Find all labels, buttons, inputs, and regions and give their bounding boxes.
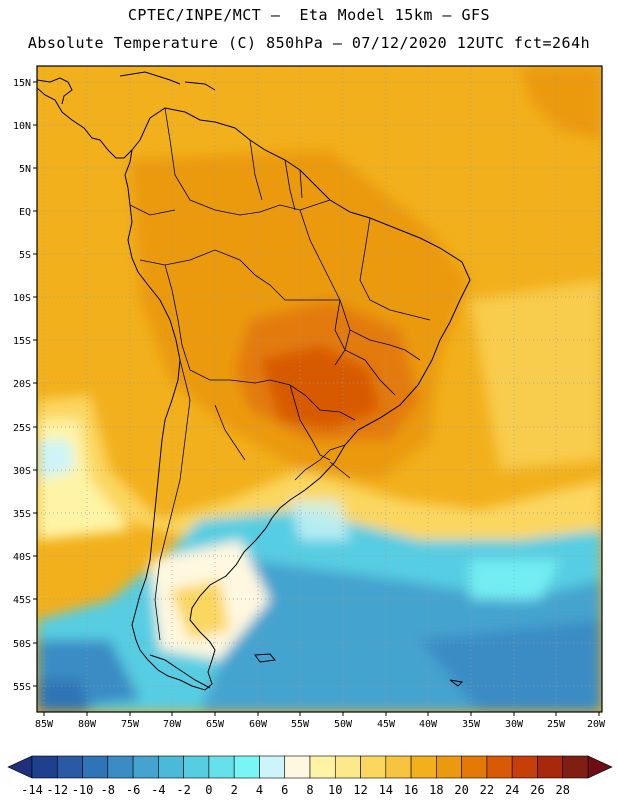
lon-label: 65W xyxy=(206,719,225,730)
colorbar-cell xyxy=(208,755,235,779)
longitude-labels: 85W 80W 75W 70W 65W 60W 55W 50W 45W 40W … xyxy=(35,719,606,730)
lon-label: 85W xyxy=(35,719,54,730)
colorbar: -14 -12 -10 -8 -6 -4 -2 0 2 4 6 8 10 12 14 16 18 20 22 24 26… xyxy=(7,755,613,797)
lon-label: 50W xyxy=(334,719,353,730)
colorbar-cell xyxy=(183,755,210,779)
colorbar-label: -8 xyxy=(101,783,115,797)
colorbar-label: -4 xyxy=(151,783,165,797)
colorbar-cell xyxy=(410,755,437,779)
colorbar-label: 18 xyxy=(429,783,443,797)
map-title-line2: Absolute Temperature (C) 850hPa — 07/12/… xyxy=(27,34,591,52)
country-borders xyxy=(129,107,431,641)
colorbar-cell xyxy=(537,755,564,779)
colorbar-cell xyxy=(158,755,184,779)
colorbar-label: 0 xyxy=(205,783,212,797)
lat-label: 25S xyxy=(13,423,31,434)
lat-label: 35S xyxy=(13,509,31,520)
colorbar-cell xyxy=(562,755,589,779)
lat-label: 15S xyxy=(13,336,31,347)
colorbar-cell xyxy=(107,755,134,779)
lat-label: 10S xyxy=(13,293,31,304)
colorbar-cell xyxy=(259,755,286,779)
map-frame xyxy=(36,65,603,713)
colorbar-label: 8 xyxy=(306,783,313,797)
lat-label: 55S xyxy=(13,682,31,693)
colorbar-label: 2 xyxy=(231,783,238,797)
colorbar-label: 12 xyxy=(353,783,367,797)
colorbar-label: 14 xyxy=(379,783,393,797)
colorbar-under-arrow xyxy=(7,755,33,779)
colorbar-cell xyxy=(82,755,109,779)
colorbar-over-arrow xyxy=(587,755,613,779)
lon-label: 80W xyxy=(78,719,97,730)
lat-label: 45S xyxy=(13,595,31,606)
colorbar-label: 28 xyxy=(556,783,570,797)
lon-label: 35W xyxy=(462,719,481,730)
lon-label: 20W xyxy=(587,719,606,730)
colorbar-label: -10 xyxy=(72,783,94,797)
latitude-labels: 15N 10N 5N EQ 5S 10S 15S 20S 25S 30S 35S… xyxy=(13,78,31,693)
lat-label: 10N xyxy=(13,121,31,132)
colorbar-cell xyxy=(436,755,462,779)
lon-label: 25W xyxy=(547,719,566,730)
lon-label: 75W xyxy=(121,719,140,730)
lon-label: 40W xyxy=(419,719,438,730)
colorbar-cell xyxy=(233,755,260,779)
colorbar-cell xyxy=(334,755,361,779)
colorbar-label: 26 xyxy=(530,783,544,797)
colorbar-cell xyxy=(132,755,159,779)
lat-label: 30S xyxy=(13,466,31,477)
colorbar-label: 4 xyxy=(256,783,263,797)
lon-label: 45W xyxy=(377,719,396,730)
lon-label: 70W xyxy=(163,719,182,730)
lat-label: 15N xyxy=(13,78,31,89)
lat-label: EQ xyxy=(19,207,31,218)
colorbar-cell xyxy=(486,755,513,779)
lat-label: 20S xyxy=(13,379,31,390)
colorbar-label: -14 xyxy=(21,783,43,797)
lat-label: 50S xyxy=(13,639,31,650)
colorbar-cell xyxy=(31,755,58,779)
colorbar-label: 22 xyxy=(480,783,494,797)
colorbar-label: -2 xyxy=(176,783,190,797)
colorbar-label: 16 xyxy=(404,783,418,797)
colorbar-label: 6 xyxy=(281,783,288,797)
colorbar-label: -6 xyxy=(126,783,140,797)
colorbar-cell xyxy=(56,755,83,779)
map-title-line1: CPTEC/INPE/MCT — Eta Model 15km — GFS xyxy=(127,6,491,24)
colorbar-cell xyxy=(511,755,538,779)
colorbar-label: 20 xyxy=(454,783,468,797)
lat-label: 40S xyxy=(13,552,31,563)
coastlines xyxy=(37,71,471,691)
lon-label: 30W xyxy=(505,719,524,730)
lon-label: 55W xyxy=(291,719,310,730)
colorbar-cell xyxy=(360,755,387,779)
colorbar-label: 24 xyxy=(505,783,519,797)
temperature-field xyxy=(37,66,602,712)
colorbar-cell xyxy=(309,755,336,779)
lat-label: 5N xyxy=(19,164,31,175)
colorbar-label: 10 xyxy=(328,783,342,797)
colorbar-cell xyxy=(284,755,311,779)
colorbar-cell xyxy=(385,755,412,779)
lat-label: 5S xyxy=(19,250,31,261)
lon-label: 60W xyxy=(249,719,268,730)
colorbar-label: -12 xyxy=(46,783,68,797)
colorbar-cell xyxy=(461,755,488,779)
